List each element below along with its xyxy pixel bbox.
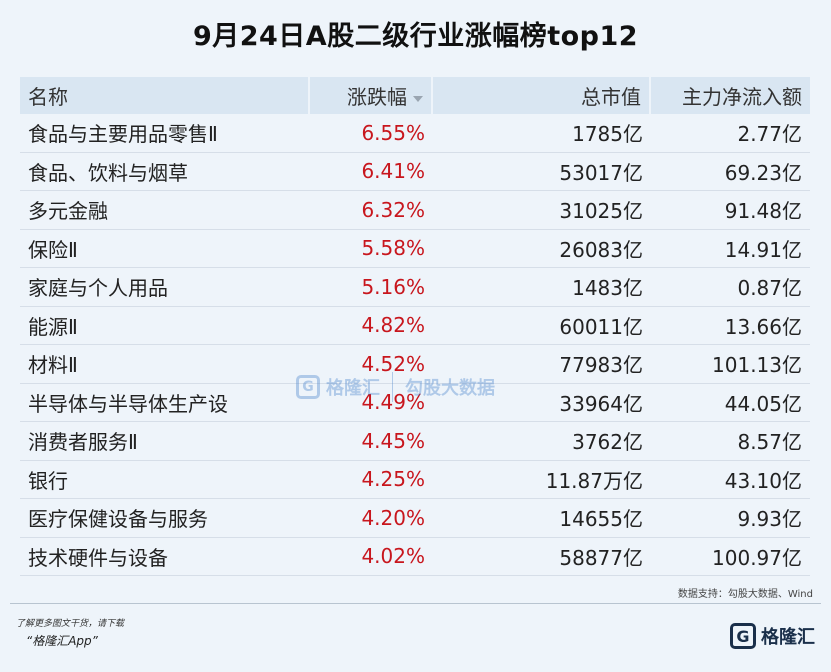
- cell-market-cap: 3762亿: [433, 422, 651, 461]
- table-row[interactable]: 食品、饮料与烟草 6.41% 53017亿 69.23亿: [20, 153, 810, 191]
- cell-change: 4.02%: [310, 538, 433, 576]
- cell-change: 4.45%: [310, 422, 433, 461]
- cell-change: 6.32%: [310, 191, 433, 230]
- cell-name: 多元金融: [20, 191, 310, 230]
- cell-market-cap: 14655亿: [433, 499, 651, 538]
- data-source-note: 数据支持：勾股大数据、Wind: [677, 589, 813, 600]
- footer-divider: [10, 603, 821, 604]
- cell-change: 4.82%: [310, 307, 433, 345]
- table-header-row: 名称 涨跌幅 总市值 主力净流入额: [20, 77, 810, 114]
- cell-name: 食品与主要用品零售Ⅱ: [20, 114, 310, 153]
- cell-change: 5.58%: [310, 230, 433, 268]
- cell-name: 家庭与个人用品: [20, 268, 310, 307]
- header-name[interactable]: 名称: [20, 77, 310, 114]
- cell-name: 材料Ⅱ: [20, 345, 310, 384]
- table-row[interactable]: 食品与主要用品零售Ⅱ 6.55% 1785亿 2.77亿: [20, 114, 810, 153]
- cell-net-inflow: 13.66亿: [651, 307, 810, 345]
- cell-market-cap: 53017亿: [433, 153, 651, 191]
- sort-desc-icon[interactable]: [413, 95, 423, 102]
- cell-name: 食品、饮料与烟草: [20, 153, 310, 191]
- cell-market-cap: 31025亿: [433, 191, 651, 230]
- cell-net-inflow: 8.57亿: [651, 422, 810, 461]
- table-row[interactable]: 技术硬件与设备 4.02% 58877亿 100.97亿: [20, 538, 810, 576]
- cell-name: 消费者服务Ⅱ: [20, 422, 310, 461]
- cell-market-cap: 77983亿: [433, 345, 651, 384]
- cell-net-inflow: 14.91亿: [651, 230, 810, 268]
- page-title: 9月24日A股二级行业涨幅榜top12: [192, 21, 639, 52]
- cell-market-cap: 11.87万亿: [433, 461, 651, 499]
- cell-change: 6.55%: [310, 114, 433, 153]
- cell-change: 4.49%: [310, 384, 433, 422]
- cell-net-inflow: 100.97亿: [651, 538, 810, 576]
- footer-app-name: “格隆汇App”: [26, 634, 98, 648]
- cell-net-inflow: 44.05亿: [651, 384, 810, 422]
- cell-change: 4.52%: [310, 345, 433, 384]
- cell-net-inflow: 91.48亿: [651, 191, 810, 230]
- header-market-cap[interactable]: 总市值: [433, 77, 651, 114]
- table-row[interactable]: 多元金融 6.32% 31025亿 91.48亿: [20, 191, 810, 230]
- table-row[interactable]: 材料Ⅱ 4.52% 77983亿 101.13亿: [20, 345, 810, 384]
- cell-market-cap: 58877亿: [433, 538, 651, 576]
- table-row[interactable]: 医疗保健设备与服务 4.20% 14655亿 9.93亿: [20, 499, 810, 538]
- table-row[interactable]: 保险Ⅱ 5.58% 26083亿 14.91亿: [20, 230, 810, 268]
- cell-market-cap: 60011亿: [433, 307, 651, 345]
- header-change[interactable]: 涨跌幅: [310, 77, 433, 114]
- cell-change: 5.16%: [310, 268, 433, 307]
- cell-change: 6.41%: [310, 153, 433, 191]
- cell-market-cap: 1483亿: [433, 268, 651, 307]
- cell-market-cap: 26083亿: [433, 230, 651, 268]
- table-row[interactable]: 消费者服务Ⅱ 4.45% 3762亿 8.57亿: [20, 422, 810, 461]
- cell-name: 半导体与半导体生产设: [20, 384, 310, 422]
- cell-net-inflow: 101.13亿: [651, 345, 810, 384]
- table-row[interactable]: 家庭与个人用品 5.16% 1483亿 0.87亿: [20, 268, 810, 307]
- brand-logo-icon: G: [730, 623, 756, 649]
- cell-net-inflow: 43.10亿: [651, 461, 810, 499]
- brand-logo: G 格隆汇: [730, 618, 815, 654]
- cell-market-cap: 33964亿: [433, 384, 651, 422]
- cell-name: 能源Ⅱ: [20, 307, 310, 345]
- cell-name: 医疗保健设备与服务: [20, 499, 310, 538]
- table-row[interactable]: 半导体与半导体生产设 4.49% 33964亿 44.05亿: [20, 384, 810, 422]
- cell-name: 银行: [20, 461, 310, 499]
- header-net-inflow[interactable]: 主力净流入额: [651, 77, 810, 114]
- table-row[interactable]: 银行 4.25% 11.87万亿 43.10亿: [20, 461, 810, 499]
- cell-net-inflow: 0.87亿: [651, 268, 810, 307]
- header-change-label: 涨跌幅: [347, 85, 407, 109]
- industry-ranking-table: 名称 涨跌幅 总市值 主力净流入额 食品与主要用品零售Ⅱ 6.55% 1785亿 2.…: [20, 77, 810, 576]
- cell-net-inflow: 9.93亿: [651, 499, 810, 538]
- cell-name: 保险Ⅱ: [20, 230, 310, 268]
- cell-change: 4.20%: [310, 499, 433, 538]
- brand-logo-text: 格隆汇: [761, 627, 815, 648]
- cell-name: 技术硬件与设备: [20, 538, 310, 576]
- cell-market-cap: 1785亿: [433, 114, 651, 153]
- table-row[interactable]: 能源Ⅱ 4.82% 60011亿 13.66亿: [20, 307, 810, 345]
- footer-download-hint: 了解更多图文干货，请下载: [16, 619, 125, 629]
- cell-net-inflow: 2.77亿: [651, 114, 810, 153]
- cell-change: 4.25%: [310, 461, 433, 499]
- cell-net-inflow: 69.23亿: [651, 153, 810, 191]
